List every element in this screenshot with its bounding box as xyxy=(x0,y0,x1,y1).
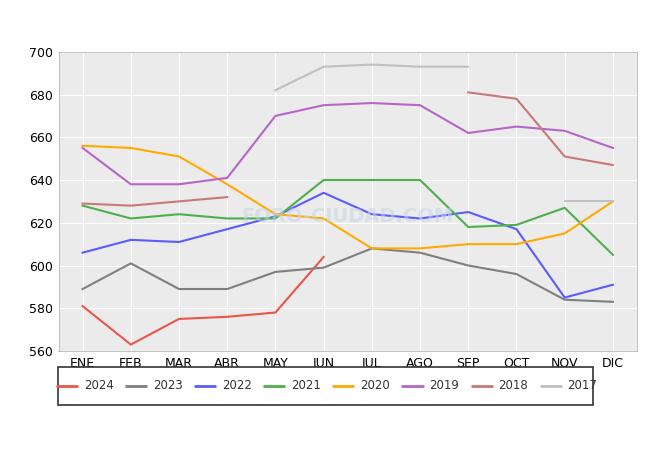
Text: FORO-CIUDAD.COM: FORO-CIUDAD.COM xyxy=(242,207,454,226)
Text: 2018: 2018 xyxy=(498,379,528,392)
Text: 2020: 2020 xyxy=(360,379,390,392)
Text: 2022: 2022 xyxy=(222,379,252,392)
Text: 2017: 2017 xyxy=(567,379,597,392)
Text: Afiliados en Sant Cugat Sesgarrigues a 31/5/2024: Afiliados en Sant Cugat Sesgarrigues a 3… xyxy=(109,14,541,33)
Text: 2023: 2023 xyxy=(153,379,183,392)
Text: 2024: 2024 xyxy=(84,379,114,392)
Text: 2021: 2021 xyxy=(291,379,321,392)
Text: 2019: 2019 xyxy=(429,379,459,392)
Text: http://www.foro-ciudad.com: http://www.foro-ciudad.com xyxy=(495,434,630,444)
